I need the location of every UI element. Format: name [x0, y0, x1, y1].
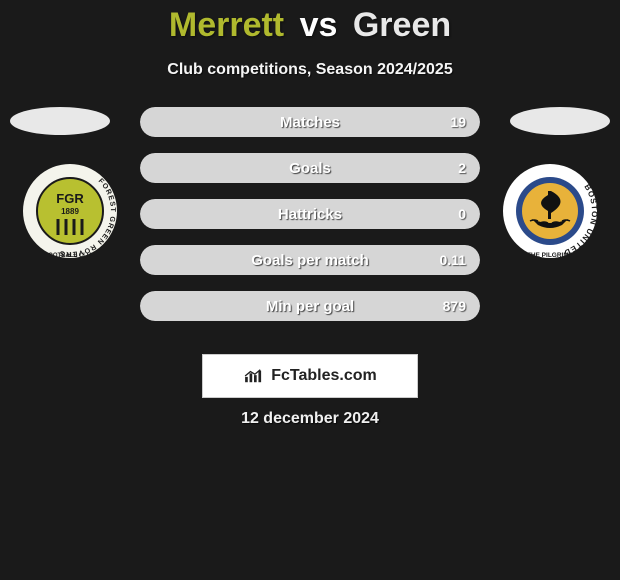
site-attribution[interactable]: FcTables.com	[202, 354, 418, 398]
stat-row: Min per goal879	[140, 291, 480, 321]
stat-label: Min per goal	[140, 298, 480, 315]
svg-text:THE PILGRIMS: THE PILGRIMS	[527, 252, 574, 259]
stat-row: Goals per match0.11	[140, 245, 480, 275]
stat-value-p2: 0	[458, 206, 466, 222]
club-badge-left: FOREST GREEN ROVERS FOOTBALL CLUB FGR 18…	[20, 161, 120, 261]
stat-label: Goals	[140, 160, 480, 177]
stat-value-p2: 19	[450, 114, 466, 130]
player2-name: Green	[353, 6, 451, 44]
club-badge-right: BOSTON UNITED THE PILGRIMS	[500, 161, 600, 261]
comparison-title: Merrett vs Green	[0, 0, 620, 45]
stat-value-p2: 879	[443, 298, 466, 314]
svg-text:1889: 1889	[61, 207, 79, 216]
svg-text:FGR: FGR	[56, 191, 84, 206]
svg-text:FOOTBALL CLUB: FOOTBALL CLUB	[45, 253, 97, 259]
stat-label: Goals per match	[140, 252, 480, 269]
stat-value-p2: 0.11	[440, 252, 466, 268]
snapshot-date: 12 december 2024	[0, 410, 620, 428]
stat-row: Goals2	[140, 153, 480, 183]
player2-ellipse	[510, 107, 610, 135]
stat-row: Hattricks0	[140, 199, 480, 229]
subtitle: Club competitions, Season 2024/2025	[0, 61, 620, 79]
vs-label: vs	[300, 6, 338, 44]
forest-green-rovers-crest-icon: FOREST GREEN ROVERS FOOTBALL CLUB FGR 18…	[20, 161, 120, 261]
player1-name: Merrett	[169, 6, 284, 44]
stat-label: Matches	[140, 114, 480, 131]
stat-label: Hattricks	[140, 206, 480, 223]
chart-icon	[243, 368, 265, 384]
site-name: FcTables.com	[271, 367, 377, 385]
boston-united-crest-icon: BOSTON UNITED THE PILGRIMS	[500, 161, 600, 261]
stat-value-p2: 2	[458, 160, 466, 176]
stat-rows: Matches19 Goals2 Hattricks0 Goals per match…	[140, 107, 480, 337]
player1-ellipse	[10, 107, 110, 135]
stat-row: Matches19	[140, 107, 480, 137]
